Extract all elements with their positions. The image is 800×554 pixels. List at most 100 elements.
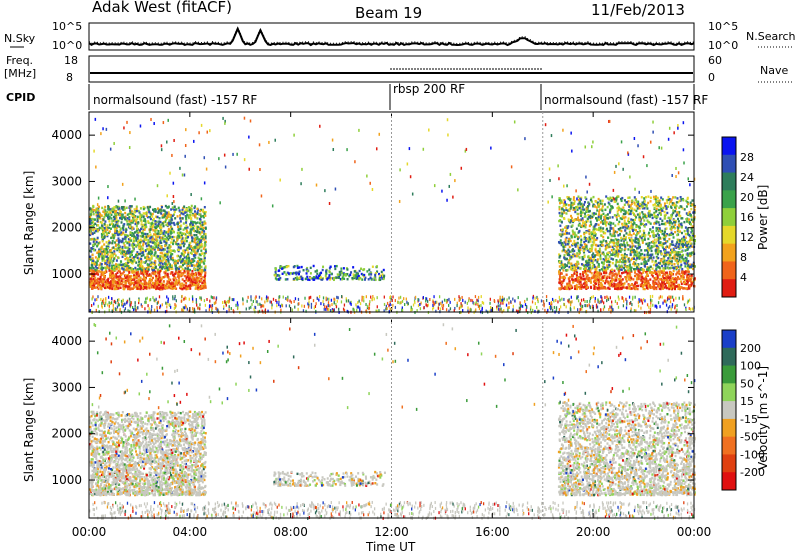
data-cell: [685, 205, 688, 208]
data-cell: [121, 255, 124, 259]
data-cell: [116, 224, 119, 228]
data-cell: [108, 261, 111, 265]
data-cell: [112, 246, 115, 249]
data-cell: [202, 214, 205, 218]
data-cell: [156, 305, 158, 309]
data-cell: [566, 209, 569, 212]
data-cell: [664, 264, 667, 268]
data-cell: [112, 234, 115, 237]
data-cell: [467, 309, 469, 313]
data-cell: [370, 273, 373, 276]
data-cell: [146, 206, 149, 209]
data-cell: [111, 284, 114, 288]
data-cell: [114, 241, 117, 244]
data-cell: [118, 267, 121, 271]
data-cell: [583, 240, 586, 244]
data-cell: [589, 297, 592, 301]
data-cell: [655, 216, 658, 220]
data-cell: [677, 228, 680, 232]
data-cell: [181, 217, 184, 220]
data-cell: [107, 303, 109, 307]
data-cell: [584, 222, 587, 225]
data-cell: [456, 301, 458, 305]
data-cell: [602, 222, 605, 225]
data-cell: [154, 272, 157, 275]
data-cell: [112, 303, 114, 307]
data-cell: [565, 203, 568, 206]
data-cell: [619, 246, 622, 249]
data-cell: [363, 278, 366, 281]
data-cell: [364, 276, 367, 280]
data-cell: [159, 239, 162, 242]
data-cell: [610, 282, 613, 286]
data-cell: [260, 305, 262, 309]
data-cell: [130, 281, 133, 284]
data-cell: [358, 299, 360, 303]
data-cell: [113, 252, 116, 256]
data-cell: [139, 213, 142, 216]
data-cell: [125, 268, 128, 271]
data-cell: [106, 228, 109, 232]
data-cell: [124, 237, 127, 240]
data-cell: [612, 308, 614, 312]
data-cell: [217, 308, 219, 312]
data-cell: [135, 309, 137, 313]
data-cell: [329, 265, 332, 268]
data-cell: [473, 302, 475, 306]
data-cell: [640, 266, 643, 270]
data-cell: [609, 296, 611, 300]
data-cell: [684, 233, 687, 236]
data-cell: [558, 208, 561, 211]
data-cell: [171, 249, 174, 252]
data-cell: [519, 307, 521, 311]
data-cell: [359, 308, 361, 312]
data-cell: [115, 243, 118, 246]
data-cell: [281, 303, 283, 307]
data-cell: [185, 297, 187, 301]
data-cell: [175, 269, 178, 272]
data-cell: [145, 287, 148, 290]
data-cell: [193, 246, 196, 249]
data-cell: [121, 239, 124, 243]
data-cell: [94, 210, 97, 213]
data-cell: [117, 303, 120, 307]
data-cell: [400, 301, 402, 305]
data-cell: [192, 299, 194, 303]
data-cell: [200, 228, 203, 231]
data-cell: [284, 265, 287, 269]
data-cell: [137, 306, 139, 310]
data-cell: [665, 198, 668, 202]
data-cell: [173, 210, 176, 214]
data-cell: [200, 258, 203, 261]
data-cell: [106, 282, 109, 285]
data-cell: [142, 269, 145, 272]
data-cell: [189, 213, 192, 217]
data-cell: [105, 270, 108, 273]
data-cell: [196, 303, 198, 307]
data-cell: [94, 279, 97, 282]
data-cell: [237, 303, 239, 307]
data-cell: [597, 300, 599, 304]
data-cell: [120, 277, 123, 280]
data-cell: [462, 309, 464, 313]
data-cell: [589, 268, 592, 271]
data-cell: [180, 272, 183, 275]
data-cell: [104, 259, 107, 263]
data-cell: [146, 215, 149, 219]
data-cell: [203, 243, 206, 246]
data-cell: [635, 254, 638, 257]
data-cell: [627, 200, 630, 203]
data-cell: [111, 275, 114, 278]
data-cell: [310, 305, 313, 309]
data-cell: [659, 295, 662, 299]
data-cell: [654, 304, 656, 308]
data-cell: [365, 295, 368, 299]
data-cell: [98, 215, 101, 218]
data-cell: [107, 204, 110, 208]
data-cell: [92, 259, 95, 262]
data-cell: [326, 297, 328, 301]
data-cell: [653, 203, 656, 206]
data-cell: [104, 283, 107, 286]
data-cell: [122, 231, 125, 234]
data-cell: [320, 302, 322, 306]
